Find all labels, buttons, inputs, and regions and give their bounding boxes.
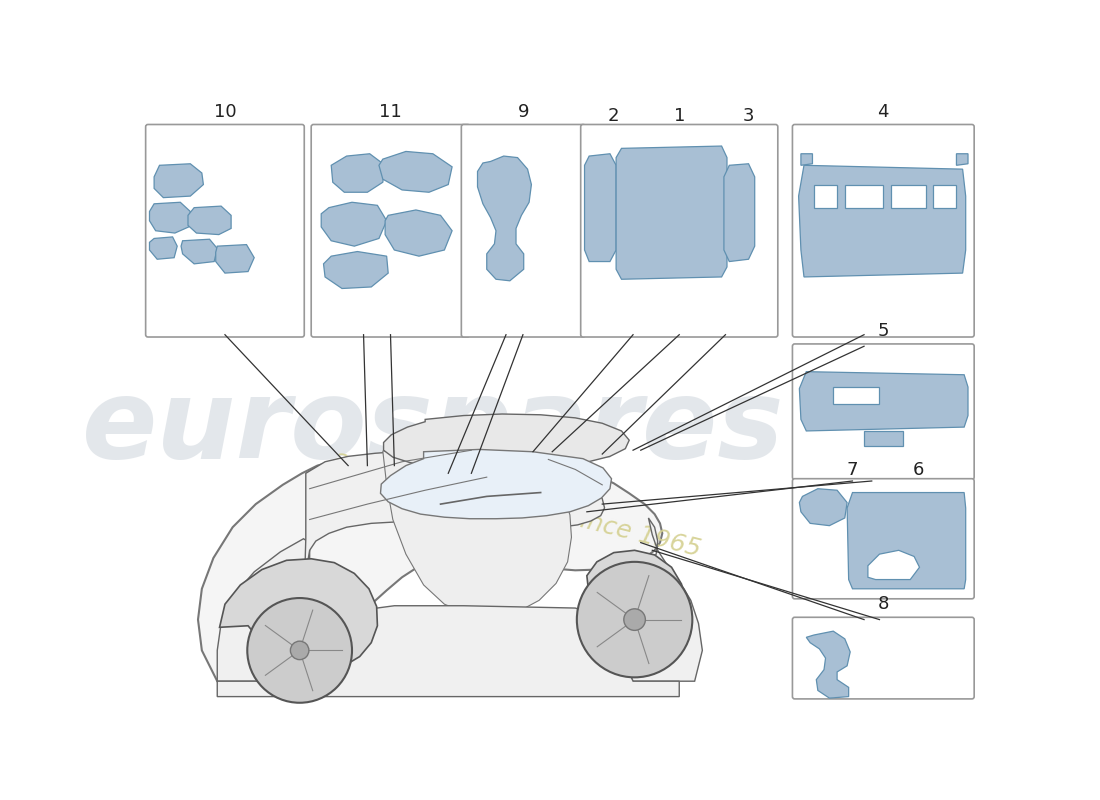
Polygon shape (724, 164, 755, 262)
FancyBboxPatch shape (145, 125, 305, 337)
Polygon shape (801, 154, 813, 166)
Polygon shape (321, 202, 387, 246)
Text: 9: 9 (518, 102, 529, 121)
Polygon shape (477, 156, 531, 281)
FancyBboxPatch shape (792, 618, 975, 699)
FancyBboxPatch shape (792, 125, 975, 337)
Polygon shape (216, 245, 254, 273)
Circle shape (248, 598, 352, 702)
Polygon shape (331, 154, 385, 192)
Polygon shape (814, 185, 837, 208)
Circle shape (290, 641, 309, 660)
Polygon shape (799, 166, 966, 277)
Text: 2: 2 (608, 107, 619, 126)
Polygon shape (218, 538, 310, 682)
Polygon shape (587, 550, 682, 636)
Polygon shape (891, 185, 926, 208)
Circle shape (576, 562, 692, 678)
Circle shape (624, 609, 646, 630)
Text: 3: 3 (742, 107, 755, 126)
Polygon shape (381, 450, 612, 518)
Polygon shape (616, 146, 727, 279)
Text: 8: 8 (878, 595, 889, 614)
Text: 4: 4 (878, 102, 889, 121)
Text: a passion for parts since 1965: a passion for parts since 1965 (331, 446, 704, 562)
Polygon shape (198, 452, 662, 682)
FancyBboxPatch shape (311, 125, 470, 337)
Polygon shape (800, 489, 847, 526)
Text: 7: 7 (847, 462, 858, 479)
Text: 1: 1 (673, 107, 685, 126)
Polygon shape (385, 210, 452, 256)
Text: 5: 5 (878, 322, 889, 340)
Polygon shape (614, 518, 703, 682)
Polygon shape (378, 151, 452, 192)
Polygon shape (220, 558, 377, 670)
Polygon shape (834, 387, 880, 404)
FancyBboxPatch shape (581, 125, 778, 337)
Polygon shape (383, 446, 572, 616)
Polygon shape (847, 493, 966, 589)
Polygon shape (150, 237, 177, 259)
Polygon shape (298, 450, 605, 682)
Polygon shape (218, 606, 680, 697)
FancyBboxPatch shape (792, 478, 975, 599)
Text: 10: 10 (213, 102, 236, 121)
Polygon shape (584, 154, 616, 262)
Polygon shape (384, 414, 629, 470)
Polygon shape (933, 185, 957, 208)
Polygon shape (154, 164, 204, 198)
Polygon shape (182, 239, 218, 264)
Polygon shape (188, 206, 231, 234)
Polygon shape (323, 251, 388, 289)
Text: 6: 6 (912, 462, 924, 479)
Polygon shape (865, 431, 902, 446)
Polygon shape (800, 372, 968, 431)
Text: eurospares: eurospares (81, 374, 784, 481)
Text: 11: 11 (379, 102, 401, 121)
FancyBboxPatch shape (792, 344, 975, 479)
Polygon shape (868, 550, 920, 579)
Polygon shape (806, 631, 850, 698)
Polygon shape (845, 185, 883, 208)
Polygon shape (150, 202, 190, 233)
FancyBboxPatch shape (461, 125, 585, 337)
Polygon shape (957, 154, 968, 166)
